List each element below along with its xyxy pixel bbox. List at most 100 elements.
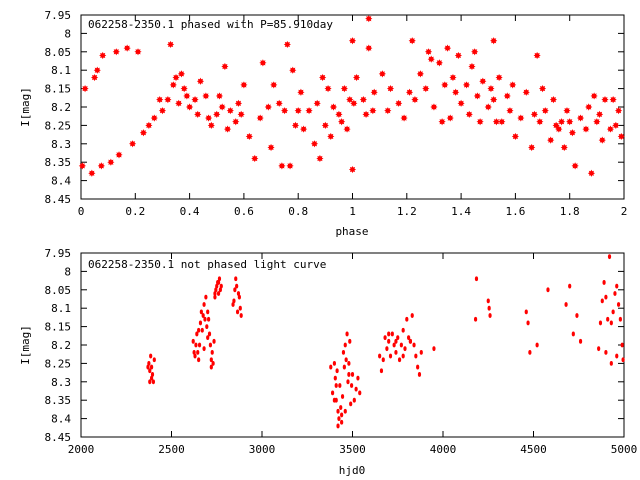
unphased-data-point [333, 375, 337, 381]
unphased-data-point [216, 280, 221, 285]
phased-data-point [405, 88, 414, 96]
phased-data-point [479, 77, 487, 85]
phased-data-point [538, 85, 547, 93]
unphased-data-point [604, 294, 608, 300]
unphased-data-point [200, 327, 204, 333]
unphased-data-point [217, 276, 222, 282]
phased-data-point [509, 81, 517, 89]
unphased-x-axis-label: hjd0 [339, 464, 366, 477]
unphased-data-point [147, 361, 151, 366]
unphased-data-point [347, 372, 351, 377]
phased-data-point [348, 37, 357, 45]
unphased-data-point [486, 298, 490, 304]
unphased-data-point [206, 309, 210, 315]
phased-data-point [305, 107, 313, 115]
unphased-data-point [385, 346, 389, 352]
unphased-x-tick-label: 3000 [249, 443, 276, 456]
phased-data-point [224, 125, 232, 133]
phased-data-point [522, 88, 530, 96]
unphased-data-point [231, 302, 235, 307]
unphased-data-point [474, 276, 479, 282]
unphased-data-point [236, 291, 241, 296]
unphased-data-point [207, 316, 211, 322]
phased-data-point [430, 103, 438, 111]
phased-data-point [88, 169, 96, 177]
unphased-y-tick-label: 8 [64, 265, 71, 278]
phased-data-point [395, 99, 403, 107]
phased-data-point [107, 158, 115, 166]
phased-data-point [145, 121, 153, 129]
phased-data-point [495, 73, 503, 82]
unphased-data-point [207, 331, 212, 337]
phased-data-point [530, 110, 538, 118]
phased-data-point [490, 37, 498, 45]
unphased-data-points [146, 254, 625, 429]
unphased-data-point [528, 349, 532, 355]
phased-data-point [593, 118, 601, 126]
phased-data-point [316, 154, 324, 163]
phased-x-tick-label: 1.8 [560, 205, 580, 218]
phased-data-point [215, 92, 224, 100]
phased-y-tick-label: 8.35 [45, 156, 72, 169]
unphased-data-point [211, 361, 215, 366]
phased-data-point [468, 62, 476, 71]
phased-data-point [612, 121, 620, 129]
unphased-data-point [621, 357, 625, 363]
unphased-data-point [604, 349, 608, 355]
phased-data-points [78, 15, 625, 177]
unphased-data-point [350, 372, 355, 377]
phased-data-point [237, 110, 245, 118]
unphased-data-point [575, 313, 579, 318]
phased-data-point [115, 151, 123, 159]
unphased-data-point [193, 353, 197, 359]
unphased-data-point [416, 364, 420, 370]
unphased-data-point [213, 294, 217, 300]
unphased-data-point [192, 349, 196, 355]
phased-data-point [585, 103, 593, 111]
unphased-data-point [488, 313, 492, 318]
phased-y-tick-label: 8.2 [51, 101, 71, 114]
unphased-data-point [235, 283, 239, 289]
phased-data-point [196, 77, 205, 85]
unphased-x-tick-label: 2500 [158, 443, 185, 456]
unphased-data-point [149, 375, 154, 381]
phased-data-point [503, 92, 511, 100]
phased-data-point [484, 103, 492, 111]
unphased-data-point [546, 287, 550, 293]
unphased-data-point [419, 349, 423, 355]
unphased-data-point [202, 346, 206, 352]
unphased-data-point [396, 335, 400, 341]
unphased-data-point [349, 401, 353, 407]
phased-data-point [297, 88, 305, 96]
unphased-data-point [347, 361, 351, 366]
unphased-data-point [148, 368, 152, 374]
unphased-data-point [340, 394, 345, 399]
phased-data-point [256, 114, 264, 122]
phased-plot-title: 062258-2350.1 phased with P=85.910day [88, 18, 333, 31]
phased-data-point [221, 62, 229, 71]
phased-y-ticks: 7.95 8 8.05 8.1 8.15 8.2 8.25 8.3 8.35 8.4 8.45 [45, 9, 624, 206]
phased-data-point [194, 110, 202, 118]
unphased-data-point [201, 313, 205, 318]
unphased-data-point [417, 372, 422, 377]
unphased-data-point [611, 309, 615, 315]
unphased-data-point [206, 335, 210, 341]
unphased-y-tick-label: 8.4 [51, 413, 71, 426]
phased-data-point [350, 99, 358, 107]
phased-data-point [435, 59, 443, 67]
phased-data-point [291, 121, 300, 129]
phased-data-point [511, 132, 519, 141]
phased-data-point [289, 66, 297, 74]
unphased-y-tick-label: 8.1 [51, 302, 71, 315]
unphased-data-point [535, 342, 539, 348]
unphased-data-point [342, 364, 346, 370]
unphased-data-point [149, 353, 153, 359]
unphased-data-point [408, 338, 413, 344]
phased-y-tick-label: 8.45 [45, 193, 72, 206]
phased-data-point [590, 92, 598, 100]
unphased-data-point [618, 316, 622, 322]
phased-data-point [267, 143, 275, 152]
phased-data-point [560, 143, 568, 152]
phased-data-point [547, 136, 555, 144]
unphased-data-point [339, 405, 343, 410]
